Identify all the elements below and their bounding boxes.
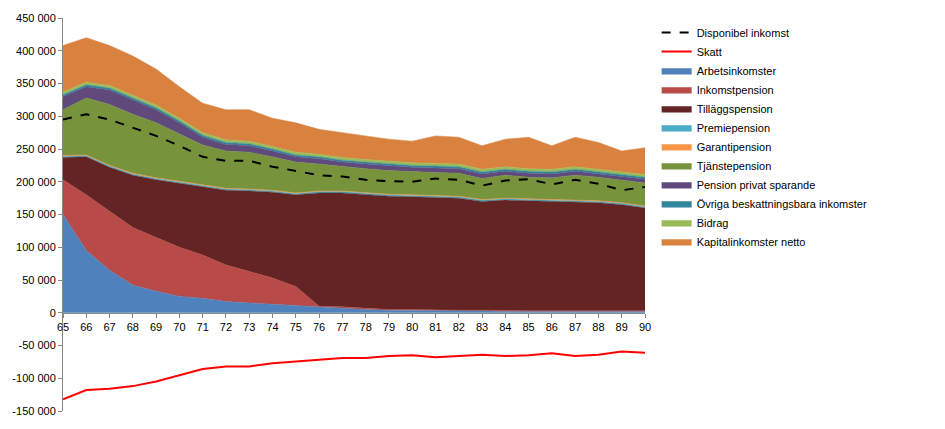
svg-text:Pension privat sparande: Pension privat sparande [697, 179, 816, 191]
svg-text:83: 83 [476, 321, 488, 333]
svg-text:Skatt: Skatt [697, 46, 722, 58]
svg-text:400 000: 400 000 [16, 45, 56, 57]
svg-text:76: 76 [313, 321, 325, 333]
svg-text:350 000: 350 000 [16, 77, 56, 89]
svg-text:300 000: 300 000 [16, 110, 56, 122]
svg-text:70: 70 [173, 321, 185, 333]
svg-text:Kapitalinkomster netto: Kapitalinkomster netto [697, 236, 806, 248]
svg-text:Inkomstpension: Inkomstpension [697, 84, 774, 96]
svg-text:87: 87 [569, 321, 581, 333]
svg-text:150 000: 150 000 [16, 208, 56, 220]
svg-text:67: 67 [103, 321, 115, 333]
svg-text:250 000: 250 000 [16, 143, 56, 155]
svg-text:69: 69 [150, 321, 162, 333]
svg-text:-50 000: -50 000 [18, 339, 55, 351]
svg-text:Tilläggspension: Tilläggspension [697, 103, 773, 115]
svg-text:Disponibel inkomst: Disponibel inkomst [697, 27, 789, 39]
svg-text:Tjänstepension: Tjänstepension [697, 160, 772, 172]
svg-text:-100 000: -100 000 [12, 372, 55, 384]
svg-text:77: 77 [336, 321, 348, 333]
svg-text:100 000: 100 000 [16, 241, 56, 253]
svg-text:450 000: 450 000 [16, 12, 56, 24]
svg-text:Övriga beskattningsbara inkoms: Övriga beskattningsbara inkomster [697, 198, 867, 210]
svg-text:72: 72 [220, 321, 232, 333]
svg-text:65: 65 [57, 321, 69, 333]
svg-text:79: 79 [383, 321, 395, 333]
svg-text:88: 88 [592, 321, 604, 333]
svg-text:90: 90 [639, 321, 651, 333]
svg-text:200 000: 200 000 [16, 176, 56, 188]
svg-text:Arbetsinkomster: Arbetsinkomster [697, 65, 777, 77]
svg-text:80: 80 [406, 321, 418, 333]
svg-text:89: 89 [616, 321, 628, 333]
svg-text:86: 86 [546, 321, 558, 333]
svg-text:50 000: 50 000 [22, 274, 56, 286]
svg-text:-150 000: -150 000 [12, 405, 55, 417]
svg-text:78: 78 [360, 321, 372, 333]
svg-text:82: 82 [453, 321, 465, 333]
svg-text:Premiepension: Premiepension [697, 122, 770, 134]
svg-text:Garantipension: Garantipension [697, 141, 772, 153]
svg-text:0: 0 [50, 307, 56, 319]
svg-text:84: 84 [499, 321, 511, 333]
svg-text:66: 66 [80, 321, 92, 333]
svg-text:Bidrag: Bidrag [697, 217, 729, 229]
svg-text:71: 71 [197, 321, 209, 333]
svg-text:85: 85 [522, 321, 534, 333]
svg-text:73: 73 [243, 321, 255, 333]
svg-text:68: 68 [127, 321, 139, 333]
svg-text:81: 81 [429, 321, 441, 333]
svg-text:75: 75 [290, 321, 302, 333]
svg-text:74: 74 [266, 321, 278, 333]
